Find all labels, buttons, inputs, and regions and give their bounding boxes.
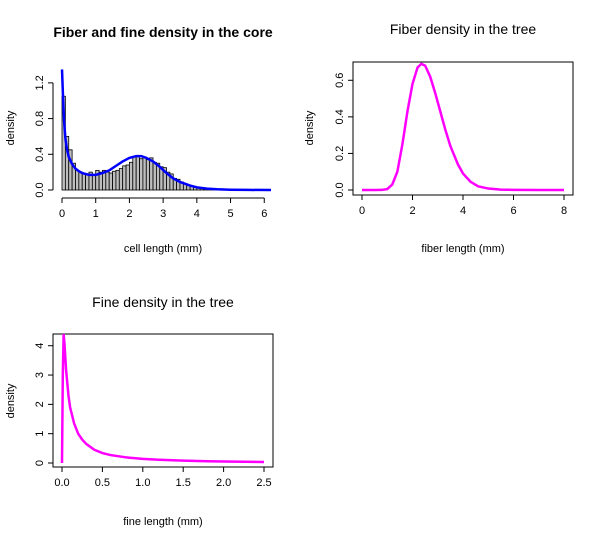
fiber-ylabel: density bbox=[304, 110, 316, 145]
fine-axes: 0.0 0.5 1.0 1.5 2.0 2.5 0 1 2 3 4 bbox=[34, 343, 272, 489]
fine-x-tick-label: 0.5 bbox=[95, 477, 110, 489]
fine-x-tick-label: 1.0 bbox=[135, 477, 150, 489]
core-title: Fiber and fine density in the core bbox=[53, 24, 273, 40]
core-y-tick-label: 1.2 bbox=[34, 75, 46, 90]
core-histogram-bar bbox=[149, 157, 154, 191]
core-density-curve bbox=[60, 69, 272, 192]
core-y-tick-label: 0.4 bbox=[34, 147, 46, 162]
fiber-axes: 0 2 4 6 8 0.0 0.2 0.4 0.6 bbox=[334, 73, 567, 217]
core-xlabel: cell length (mm) bbox=[124, 243, 202, 255]
fine-density-curve bbox=[60, 333, 265, 464]
core-histogram-bar bbox=[125, 164, 130, 191]
core-y-tick-label: 0.8 bbox=[34, 111, 46, 126]
core-histogram-bar bbox=[112, 170, 117, 191]
fine-xlabel: fine length (mm) bbox=[123, 516, 202, 528]
fine-x-tick-label: 2.0 bbox=[216, 477, 231, 489]
core-x-tick-label: 3 bbox=[160, 208, 166, 220]
core-histogram-bar bbox=[75, 169, 80, 191]
fiber-y-tick-label: 0.6 bbox=[334, 73, 346, 88]
fine-plot-frame bbox=[52, 333, 274, 468]
fine-y-tick-label: 2 bbox=[34, 401, 46, 407]
core-x-tick-label: 2 bbox=[126, 208, 132, 220]
core-x-tick-label: 1 bbox=[93, 208, 99, 220]
fiber-y-tick-label: 0.4 bbox=[334, 109, 346, 124]
fine-y-tick-label: 3 bbox=[34, 372, 46, 378]
core-histogram-bar bbox=[91, 174, 97, 191]
fine-title: Fine density in the tree bbox=[92, 294, 234, 310]
fiber-density-curve bbox=[362, 62, 564, 192]
core-histogram-bar bbox=[135, 155, 140, 191]
fiber-x-tick-label: 0 bbox=[359, 205, 365, 217]
fiber-y-tick-label: 0.2 bbox=[334, 146, 346, 161]
fine-x-tick-label: 1.5 bbox=[176, 477, 191, 489]
core-histogram-bar bbox=[145, 159, 151, 191]
core-y-tick-label: 0.0 bbox=[34, 182, 46, 197]
fiber-x-tick-label: 8 bbox=[561, 205, 567, 217]
core-histogram-bar bbox=[129, 161, 134, 191]
fiber-xlabel: fiber length (mm) bbox=[421, 243, 504, 255]
core-histogram-bar bbox=[85, 173, 90, 191]
core-axes: 0 1 2 3 4 5 6 0.0 0.4 0.8 1.2 bbox=[34, 75, 267, 220]
core-histogram-bar bbox=[132, 156, 137, 191]
fiber-x-tick-label: 2 bbox=[409, 205, 415, 217]
fine-x-tick-label: 2.5 bbox=[256, 477, 271, 489]
core-histogram-bar bbox=[115, 169, 120, 191]
core-x-tick-label: 5 bbox=[227, 208, 233, 220]
core-histogram-bar bbox=[139, 158, 144, 191]
core-histogram bbox=[61, 95, 231, 191]
fiber-x-tick-label: 4 bbox=[460, 205, 466, 217]
core-histogram-bar bbox=[122, 165, 127, 191]
core-histogram-bar bbox=[81, 173, 86, 191]
core-histogram-bar bbox=[78, 171, 83, 191]
fiber-y-tick-label: 0.0 bbox=[334, 182, 346, 197]
core-x-tick-label: 0 bbox=[59, 208, 65, 220]
panel-core: Fiber and fine density in the core 0 1 2 3 4… bbox=[5, 24, 273, 255]
panel-fiber: Fiber density in the tree 0 2 4 6 8 0.0 0.2 0.4… bbox=[304, 21, 574, 255]
fiber-x-tick-label: 6 bbox=[510, 205, 516, 217]
fiber-title: Fiber density in the tree bbox=[390, 21, 537, 37]
core-ylabel: density bbox=[5, 110, 17, 145]
core-histogram-bar bbox=[118, 168, 124, 191]
core-histogram-bar bbox=[152, 161, 157, 191]
fine-x-tick-label: 0.0 bbox=[54, 477, 69, 489]
core-histogram-bar bbox=[105, 171, 110, 191]
fine-ylabel: density bbox=[5, 383, 17, 418]
fine-y-tick-label: 1 bbox=[34, 431, 46, 437]
fine-y-tick-label: 4 bbox=[34, 343, 46, 349]
core-histogram-bar bbox=[108, 172, 113, 191]
fine-y-tick-label: 0 bbox=[34, 460, 46, 466]
panel-fine: Fine density in the tree 0.0 0.5 1.0 1.5 2.0… bbox=[5, 294, 274, 528]
core-x-tick-label: 6 bbox=[261, 208, 267, 220]
core-x-tick-label: 4 bbox=[194, 208, 200, 220]
core-histogram-bar bbox=[142, 156, 147, 191]
